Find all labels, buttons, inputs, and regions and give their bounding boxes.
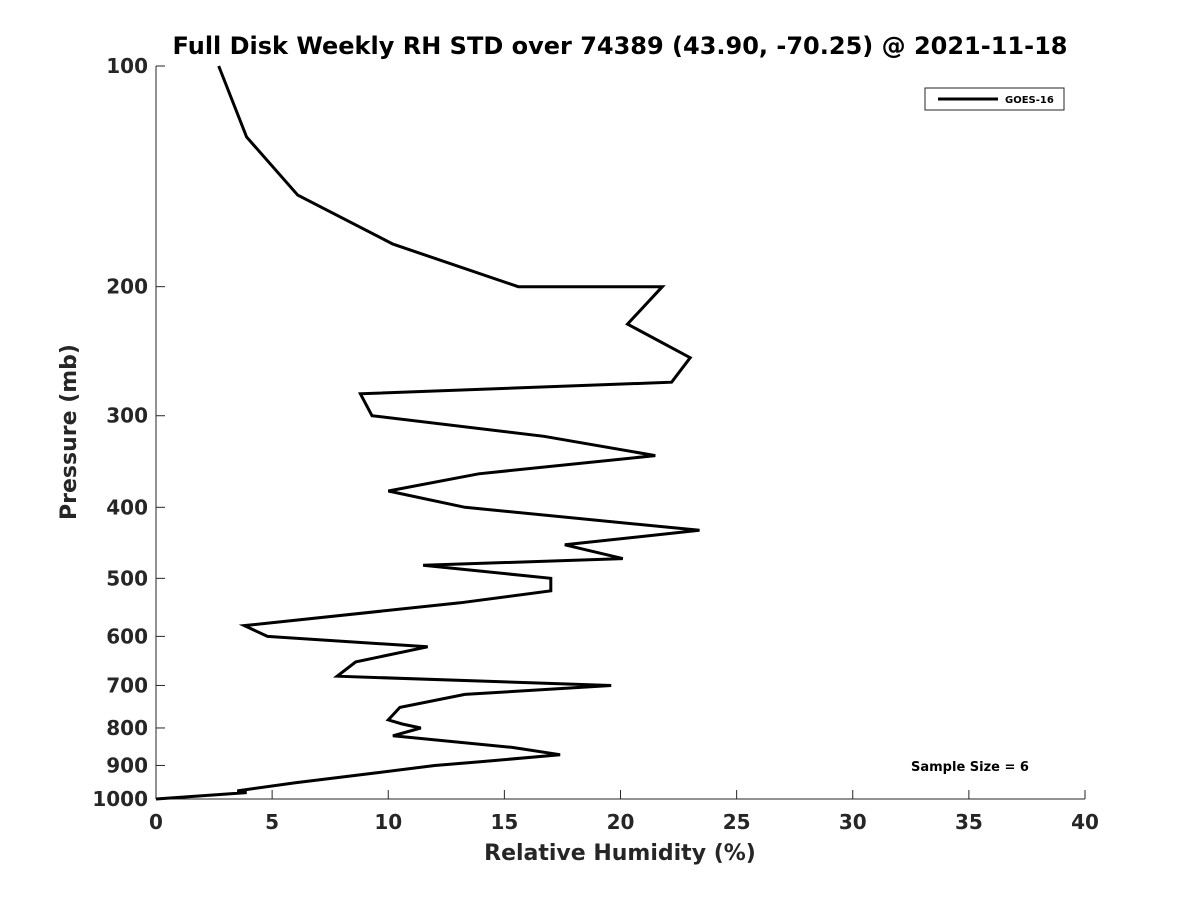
series-layer xyxy=(155,65,700,801)
x-tick-label: 20 xyxy=(607,810,635,834)
legend-label-goes-16: GOES-16 xyxy=(1005,95,1054,106)
y-tick-label: 400 xyxy=(106,495,148,519)
x-tick-label: 25 xyxy=(723,810,751,834)
y-tick-label: 1000 xyxy=(92,787,148,811)
y-tick-label: 300 xyxy=(106,404,148,428)
plot-area xyxy=(155,66,1085,800)
x-tick-label: 35 xyxy=(955,810,983,834)
y-axis-label: Pressure (mb) xyxy=(57,344,82,520)
series-line-goes-16 xyxy=(155,65,700,801)
x-tick-label: 5 xyxy=(265,810,279,834)
x-ticks: 0 5 10 15 20 25 30 35 40 xyxy=(149,790,1099,834)
x-tick-label: 30 xyxy=(839,810,867,834)
x-tick-label: 40 xyxy=(1071,810,1099,834)
y-tick-label: 600 xyxy=(106,624,148,648)
y-tick-label: 200 xyxy=(106,275,148,299)
y-tick-label: 800 xyxy=(106,716,148,740)
chart-title: Full Disk Weekly RH STD over 74389 (43.9… xyxy=(173,32,1068,60)
y-tick-label: 900 xyxy=(106,753,148,777)
y-tick-label: 500 xyxy=(106,566,148,590)
y-ticks: 100 200 300 400 500 600 700 800 900 1000 xyxy=(92,54,165,811)
legend: GOES-16 xyxy=(924,87,1065,111)
y-tick-label: 100 xyxy=(106,54,148,78)
y-tick-label: 700 xyxy=(106,673,148,697)
x-tick-label: 10 xyxy=(374,810,402,834)
x-axis-label: Relative Humidity (%) xyxy=(484,841,756,866)
x-tick-label: 0 xyxy=(149,810,163,834)
x-tick-label: 15 xyxy=(490,810,518,834)
sample-size-annotation: Sample Size = 6 xyxy=(911,760,1029,775)
